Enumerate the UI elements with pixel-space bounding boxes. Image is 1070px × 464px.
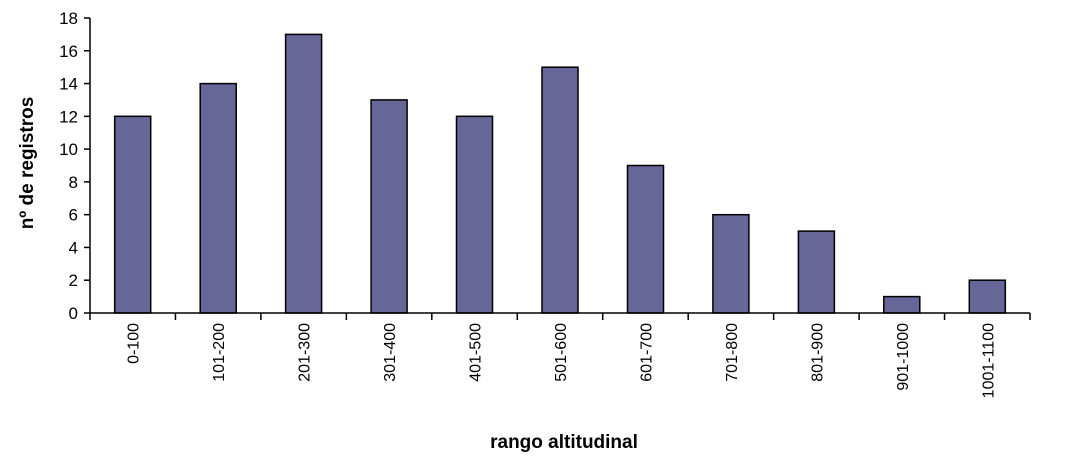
- axes-group: [84, 17, 1031, 320]
- bar-801-900: [797, 230, 836, 314]
- x-tick-label: 601-700: [639, 323, 656, 382]
- bar-401-500: [455, 115, 494, 314]
- x-axis-title: rango altitudinal: [490, 432, 638, 453]
- y-axis-title: nº de registros: [17, 97, 38, 230]
- bar-301-400: [370, 99, 408, 314]
- bar-901-1000: [883, 295, 921, 314]
- y-tick-label: 4: [69, 238, 78, 257]
- x-tick-label: 701-800: [724, 323, 741, 382]
- x-tick-label: 101-200: [211, 323, 228, 382]
- y-tick-label: 18: [59, 9, 78, 28]
- y-tick-label: 6: [69, 206, 78, 225]
- bar-1001-1100: [968, 279, 1007, 314]
- y-tick-label: 10: [59, 140, 78, 159]
- bars-group: [113, 33, 1007, 314]
- y-tick-label: 16: [59, 42, 78, 61]
- y-tick-label: 8: [69, 173, 78, 192]
- bar-501-600: [541, 66, 579, 314]
- x-tick-label: 1001-1100: [980, 323, 997, 398]
- x-tick-label: 301-400: [382, 323, 399, 382]
- bar-201-300: [284, 33, 323, 314]
- bar-701-800: [712, 213, 750, 314]
- bar-0-100: [113, 115, 152, 314]
- x-tick-label: 201-300: [297, 323, 314, 382]
- x-tick-label: 501-600: [553, 323, 570, 382]
- x-tick-label: 401-500: [468, 323, 485, 382]
- labels-group: 0 2 4 6 8 10 12 14 16 18 0-100 101-200 201-300 301-40…: [59, 9, 997, 398]
- x-tick-label: 0-100: [126, 323, 143, 364]
- bar-601-700: [626, 164, 665, 314]
- bar-101-200: [199, 82, 237, 314]
- y-tick-label: 0: [69, 304, 78, 323]
- y-tick-label: 14: [59, 75, 78, 94]
- y-tick-label: 2: [69, 271, 78, 290]
- x-tick-label: 801-900: [809, 323, 826, 382]
- y-tick-label: 12: [59, 107, 78, 126]
- x-tick-label: 901-1000: [895, 323, 912, 391]
